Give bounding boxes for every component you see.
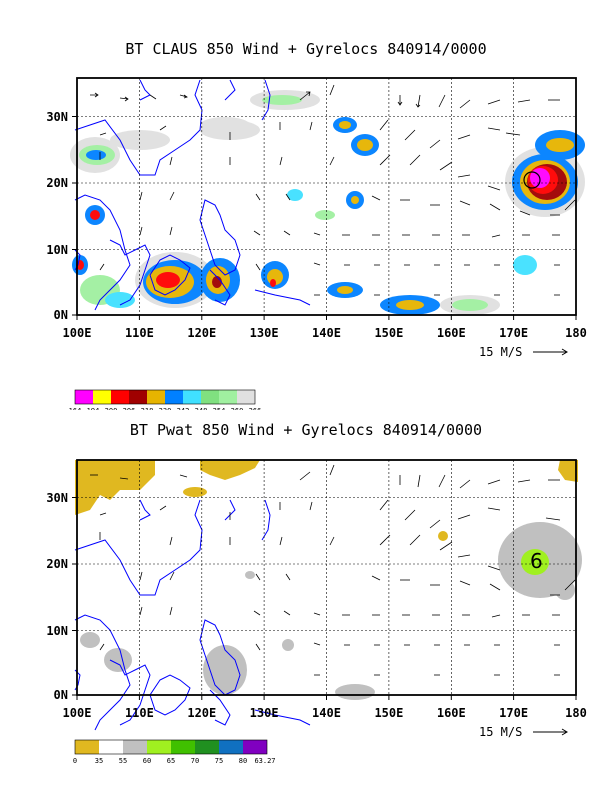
- top-x-tick: 160E: [437, 326, 466, 340]
- bottom-gyre-marker: 6: [530, 549, 543, 573]
- top-wind-vectors: [90, 84, 576, 296]
- top-x-tick: 180: [565, 326, 587, 340]
- bottom-legend-label: 60: [143, 757, 151, 765]
- bottom-y-tick: 20N: [46, 557, 68, 571]
- top-tick-marks: [72, 116, 577, 320]
- top-x-tick: 150E: [374, 326, 403, 340]
- bottom-x-tick: 150E: [374, 706, 403, 720]
- top-x-tick: 140E: [312, 326, 341, 340]
- bottom-x-tick: 160E: [437, 706, 466, 720]
- top-ref-vector-label: 15 M/S: [479, 345, 522, 359]
- top-legend-label: 218: [141, 407, 154, 410]
- bottom-pwat-fields: [75, 460, 582, 700]
- bottom-legend-label: 0: [73, 757, 77, 765]
- top-y-tick: 10N: [46, 243, 68, 257]
- bottom-legend-label: 63.27: [254, 757, 275, 765]
- top-legend-label: 230: [159, 407, 172, 410]
- bottom-tick-marks: [72, 497, 577, 700]
- top-x-tick-labels: 100E 110E 120E 130E 140E 150E 160E 170E …: [63, 326, 587, 340]
- bottom-x-tick: 120E: [187, 706, 216, 720]
- bottom-map: 6 100E 110E 120E 130E 140E 150E 160E 170…: [46, 459, 587, 765]
- top-grid: [77, 78, 576, 315]
- bottom-x-tick-labels: 100E 110E 120E 130E 140E 150E 160E 170E …: [63, 706, 587, 720]
- bottom-x-tick: 100E: [63, 706, 92, 720]
- bottom-y-tick: 30N: [46, 491, 68, 505]
- top-y-tick: 0N: [54, 308, 68, 322]
- bottom-x-tick: 110E: [125, 706, 154, 720]
- bottom-legend-label: 70: [191, 757, 199, 765]
- top-legend-label: 242: [177, 407, 190, 410]
- bottom-y-tick: 10N: [46, 624, 68, 638]
- bottom-ref-vector-label: 15 M/S: [479, 725, 522, 739]
- top-x-tick: 120E: [187, 326, 216, 340]
- top-x-tick: 100E: [63, 326, 92, 340]
- bottom-legend-label: 55: [119, 757, 127, 765]
- bottom-x-tick: 130E: [250, 706, 279, 720]
- bottom-coastlines: [74, 499, 311, 731]
- bottom-legend-label: 65: [167, 757, 175, 765]
- top-legend-label: 200: [105, 407, 118, 410]
- top-gyre-marker-icon: [523, 171, 541, 189]
- top-x-tick: 110E: [125, 326, 154, 340]
- top-legend: 164 194 200 206 218 230 242 248 254 260 …: [69, 389, 262, 410]
- bottom-x-tick: 170E: [499, 706, 528, 720]
- top-y-tick: 30N: [46, 110, 68, 124]
- top-x-tick: 130E: [250, 326, 279, 340]
- top-legend-label: 194: [87, 407, 100, 410]
- top-legend-label: 266: [249, 407, 262, 410]
- bottom-legend-label: 80: [239, 757, 247, 765]
- bottom-y-tick-labels: 0N 10N 20N 30N: [46, 491, 68, 702]
- bottom-x-tick: 180: [565, 706, 587, 720]
- bottom-reference-vector: 15 M/S: [479, 725, 568, 739]
- top-cloud-fields: [70, 90, 585, 315]
- top-y-tick-labels: 0N 10N 20N 30N: [46, 110, 68, 322]
- top-legend-label: 254: [213, 407, 226, 410]
- top-reference-vector: 15 M/S: [479, 345, 568, 359]
- top-legend-label: 206: [123, 407, 136, 410]
- bottom-y-tick: 0N: [54, 688, 68, 702]
- top-map: 100E 110E 120E 130E 140E 150E 160E 170E …: [46, 77, 587, 410]
- bottom-legend: 0 35 55 60 65 70 75 80 63.27: [73, 739, 276, 765]
- bottom-grid: [77, 460, 576, 695]
- top-coastlines: [74, 79, 311, 311]
- bottom-panel-title: BT Pwat 850 Wind + Gyrelocs 840914/0000: [129, 421, 483, 439]
- bottom-legend-label: 75: [215, 757, 223, 765]
- top-legend-label: 260: [231, 407, 244, 410]
- top-legend-label: 248: [195, 407, 208, 410]
- bottom-wind-vectors: [90, 464, 576, 676]
- top-legend-label: 164: [69, 407, 82, 410]
- bottom-x-tick: 140E: [312, 706, 341, 720]
- top-y-tick: 20N: [46, 176, 68, 190]
- top-panel-title: BT CLAUS 850 Wind + Gyrelocs 840914/0000: [125, 40, 487, 58]
- top-x-tick: 170E: [499, 326, 528, 340]
- bottom-legend-label: 35: [95, 757, 103, 765]
